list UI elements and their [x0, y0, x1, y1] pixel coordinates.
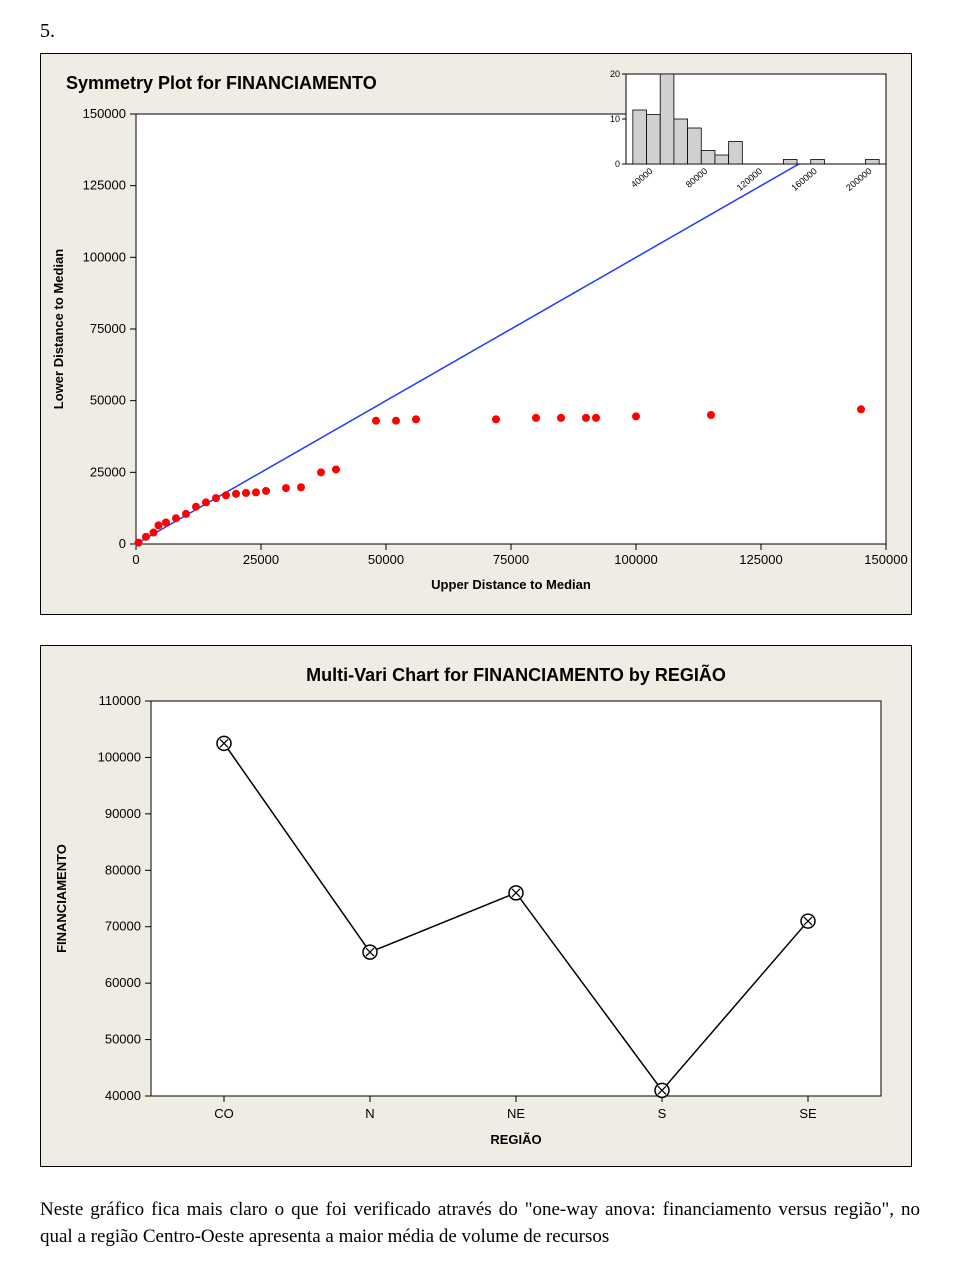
x-tick-label: 75000 [493, 552, 529, 567]
mv-marker [655, 1083, 669, 1097]
multivari-chart-panel: Multi-Vari Chart for FINANCIAMENTO by RE… [40, 645, 912, 1167]
mv-y-tick-label: 100000 [98, 749, 141, 764]
mv-marker [217, 736, 231, 750]
question-number: 5. [40, 20, 920, 43]
mv-x-category-label: S [658, 1106, 667, 1121]
hist-bar [865, 160, 879, 165]
hist-bar [674, 119, 688, 164]
scatter-point [155, 521, 163, 529]
scatter-point [192, 503, 200, 511]
hist-y-tick-label: 0 [615, 159, 620, 169]
hist-bar [729, 142, 743, 165]
mv-y-tick-label: 110000 [99, 693, 141, 708]
scatter-point [212, 494, 220, 502]
multivari-chart: Multi-Vari Chart for FINANCIAMENTO by RE… [41, 646, 911, 1166]
symmetry-plot-panel: Symmetry Plot for FINANCIAMENTO 0 25000 500… [40, 53, 912, 615]
multivari-title: Multi-Vari Chart for FINANCIAMENTO by RE… [306, 664, 726, 685]
mv-y-tick-label: 70000 [105, 919, 141, 934]
scatter-point [172, 514, 180, 522]
scatter-point [150, 529, 158, 537]
scatter-point [857, 405, 865, 413]
mv-x-category-label: SE [799, 1106, 817, 1121]
scatter-point [297, 483, 305, 491]
scatter-point [492, 415, 500, 423]
scatter-point [592, 414, 600, 422]
scatter-point [412, 415, 420, 423]
scatter-point [182, 510, 190, 518]
hist-bar [701, 151, 715, 165]
hist-y-tick-label: 20 [610, 69, 620, 79]
hist-bar [647, 115, 661, 165]
scatter-point [332, 465, 340, 473]
y-tick-label: 150000 [83, 106, 126, 121]
scatter-point [262, 487, 270, 495]
x-tick-label: 125000 [739, 552, 782, 567]
scatter-point [162, 519, 170, 527]
x-tick-label: 100000 [614, 552, 657, 567]
scatter-point [632, 412, 640, 420]
scatter-point [392, 417, 400, 425]
mv-x-category-label: CO [214, 1106, 234, 1121]
mv-marker [801, 914, 815, 928]
mv-y-tick-label: 90000 [105, 806, 141, 821]
scatter-point [582, 414, 590, 422]
symmetry-plot-title: Symmetry Plot for FINANCIAMENTO [66, 73, 377, 93]
hist-y-tick-label: 10 [610, 114, 620, 124]
hist-bar [783, 160, 797, 165]
y-tick-label: 125000 [83, 178, 126, 193]
scatter-point [282, 484, 290, 492]
y-tick-label: 100000 [83, 249, 126, 264]
scatter-point [372, 417, 380, 425]
mv-y-tick-label: 60000 [105, 975, 141, 990]
scatter-point [532, 414, 540, 422]
hist-bar [715, 155, 729, 164]
mv-marker [363, 945, 377, 959]
mv-y-tick-label: 50000 [105, 1032, 141, 1047]
mv-y-tick-label: 80000 [105, 862, 141, 877]
mv-x-category-label: NE [507, 1106, 525, 1121]
scatter-point [222, 491, 230, 499]
scatter-point [252, 488, 260, 496]
y-tick-label: 25000 [90, 464, 126, 479]
y-axis-label: Lower Distance to Median [51, 249, 66, 409]
x-tick-label: 0 [132, 552, 139, 567]
hist-bar [633, 110, 647, 164]
scatter-point [317, 468, 325, 476]
symmetry-plot: Symmetry Plot for FINANCIAMENTO 0 25000 500… [41, 54, 911, 614]
mv-x-category-label: N [365, 1106, 374, 1121]
y-tick-label: 0 [119, 536, 126, 551]
scatter-point [202, 498, 210, 506]
mv-x-axis-label: REGIÃO [490, 1132, 541, 1147]
hist-bar [811, 160, 825, 165]
y-tick-label: 75000 [90, 321, 126, 336]
scatter-point [557, 414, 565, 422]
x-tick-label: 50000 [368, 552, 404, 567]
scatter-point [707, 411, 715, 419]
mv-marker [509, 886, 523, 900]
mv-y-axis-label: FINANCIAMENTO [54, 844, 69, 953]
scatter-point [242, 489, 250, 497]
mv-y-tick-label: 40000 [105, 1088, 141, 1103]
x-tick-label: 25000 [243, 552, 279, 567]
scatter-point [142, 533, 150, 541]
hist-bar [660, 74, 674, 164]
body-paragraph: Neste gráfico fica mais claro o que foi … [40, 1197, 920, 1250]
scatter-point [232, 490, 240, 498]
y-tick-label: 50000 [90, 393, 126, 408]
x-axis-label: Upper Distance to Median [431, 577, 591, 592]
hist-bar [688, 128, 702, 164]
x-tick-label: 150000 [864, 552, 907, 567]
scatter-point [135, 539, 143, 547]
